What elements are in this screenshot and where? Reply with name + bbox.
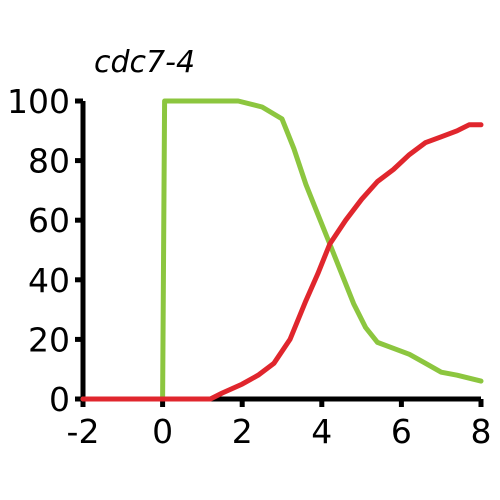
x-tick-label: 6	[391, 412, 412, 451]
x-tick-label: 0	[152, 412, 173, 451]
y-tick-label: 80	[28, 142, 70, 181]
y-tick-label: 60	[28, 201, 70, 240]
x-tick-label: 8	[471, 412, 492, 451]
y-tick-label: 100	[7, 82, 70, 121]
x-tick-label: 4	[311, 412, 332, 451]
series-line-2	[80, 122, 484, 402]
series-group	[80, 98, 484, 402]
x-tick-label: -2	[67, 412, 100, 451]
y-tick-label: 40	[28, 261, 70, 300]
x-tick-label: 2	[232, 412, 253, 451]
y-tick-label: 20	[28, 320, 70, 359]
series-line-1	[80, 98, 484, 402]
chart-title: cdc7-4	[94, 45, 195, 80]
y-tick-label: 0	[49, 380, 70, 419]
